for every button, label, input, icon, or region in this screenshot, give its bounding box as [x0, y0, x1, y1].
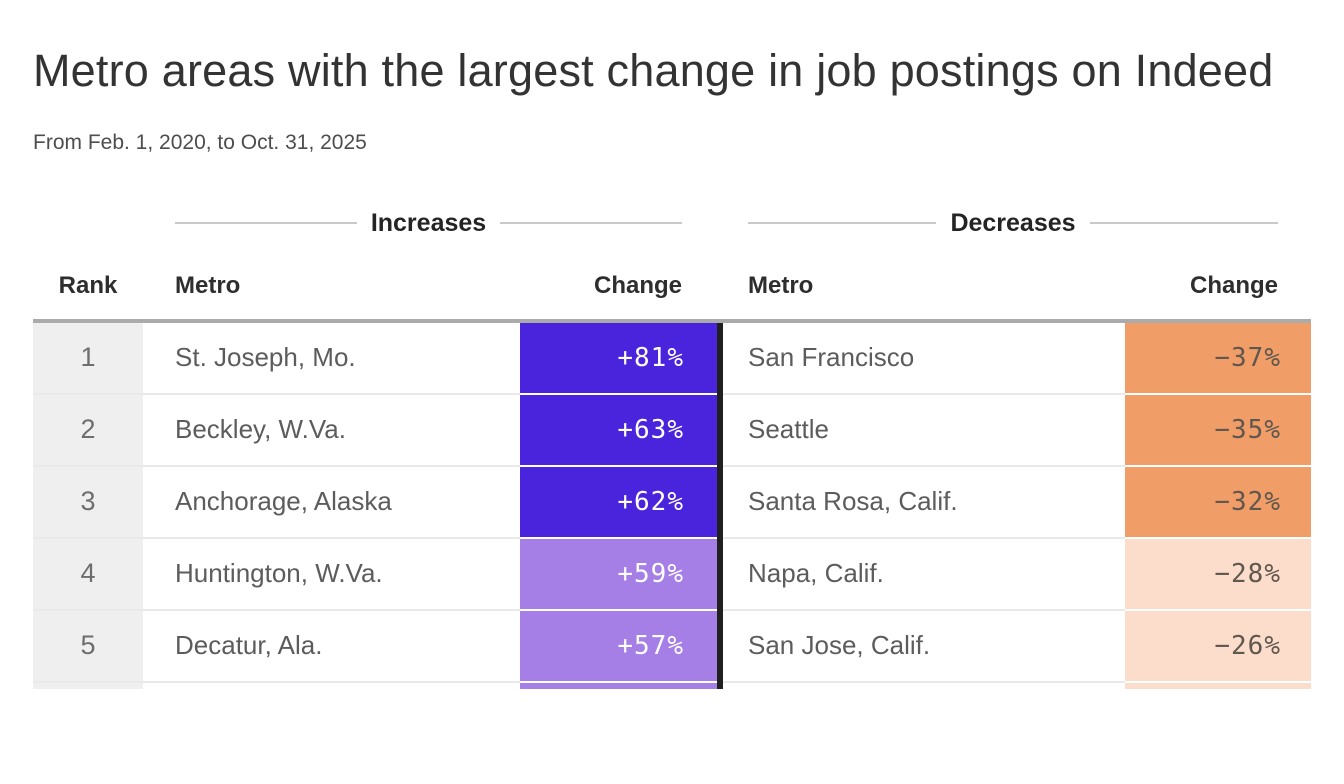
table-rows: 1 St. Joseph, Mo. +81% San Francisco −37… — [33, 322, 1311, 689]
section-header-row: Increases Decreases — [33, 209, 1311, 238]
metro-cell-decrease: San Francisco — [723, 322, 1125, 395]
change-cell-increase: +57% — [520, 610, 717, 683]
table-row — [33, 682, 1311, 689]
metro-cell-decrease — [723, 682, 1125, 689]
metro-cell-increase: Huntington, W.Va. — [143, 538, 520, 611]
section-header-increases: Increases — [175, 209, 682, 238]
column-header-metro-increases: Metro — [175, 271, 241, 299]
change-cell-increase — [520, 682, 717, 689]
change-cell-decrease: −35% — [1125, 394, 1311, 467]
metro-cell-increase: Anchorage, Alaska — [143, 466, 520, 539]
metro-cell-decrease: Santa Rosa, Calif. — [723, 466, 1125, 539]
rank-cell — [33, 682, 143, 689]
change-cell-decrease: −32% — [1125, 466, 1311, 539]
metro-cell-increase: Decatur, Ala. — [143, 610, 520, 683]
change-cell-increase: +63% — [520, 394, 717, 467]
change-cell-increase: +62% — [520, 466, 717, 539]
table-top-border — [33, 318, 1311, 323]
table-row: 3 Anchorage, Alaska +62% Santa Rosa, Cal… — [33, 466, 1311, 539]
column-header-metro-decreases: Metro — [748, 271, 814, 299]
section-rule — [500, 222, 682, 225]
metro-cell-increase — [143, 682, 520, 689]
table-row: 4 Huntington, W.Va. +59% Napa, Calif. −2… — [33, 538, 1311, 611]
section-header-decreases: Decreases — [748, 209, 1278, 238]
column-header-row: Rank Metro Change Metro Change — [33, 272, 1311, 300]
section-rule — [175, 222, 357, 225]
column-header-change-decreases: Change — [1189, 271, 1278, 299]
rank-cell: 2 — [33, 394, 143, 467]
change-cell-decrease — [1125, 682, 1311, 689]
metro-cell-decrease: Napa, Calif. — [723, 538, 1125, 611]
metro-cell-increase: St. Joseph, Mo. — [143, 322, 520, 395]
change-cell-increase: +59% — [520, 538, 717, 611]
section-rule — [1089, 222, 1278, 225]
table-row: 1 St. Joseph, Mo. +81% San Francisco −37… — [33, 322, 1311, 395]
column-header-rank: Rank — [58, 271, 118, 299]
rank-cell: 1 — [33, 322, 143, 395]
section-label-increases: Increases — [370, 208, 487, 237]
table: 1 St. Joseph, Mo. +81% San Francisco −37… — [33, 318, 1311, 689]
table-row: 5 Decatur, Ala. +57% San Jose, Calif. −2… — [33, 610, 1311, 683]
metro-cell-increase: Beckley, W.Va. — [143, 394, 520, 467]
chart-card: Metro areas with the largest change in j… — [33, 45, 1311, 689]
metro-cell-decrease: Seattle — [723, 394, 1125, 467]
center-divider — [717, 322, 723, 689]
chart-subtitle: From Feb. 1, 2020, to Oct. 31, 2025 — [33, 130, 367, 154]
rank-cell: 4 — [33, 538, 143, 611]
change-cell-decrease: −37% — [1125, 322, 1311, 395]
chart-title: Metro areas with the largest change in j… — [33, 45, 1274, 96]
table-row: 2 Beckley, W.Va. +63% Seattle −35% — [33, 394, 1311, 467]
rank-cell: 3 — [33, 466, 143, 539]
metro-cell-decrease: San Jose, Calif. — [723, 610, 1125, 683]
column-header-change-increases: Change — [593, 271, 682, 299]
change-cell-increase: +81% — [520, 322, 717, 395]
section-label-decreases: Decreases — [950, 208, 1076, 237]
change-cell-decrease: −28% — [1125, 538, 1311, 611]
rank-cell: 5 — [33, 610, 143, 683]
section-rule — [748, 222, 937, 225]
change-cell-decrease: −26% — [1125, 610, 1311, 683]
